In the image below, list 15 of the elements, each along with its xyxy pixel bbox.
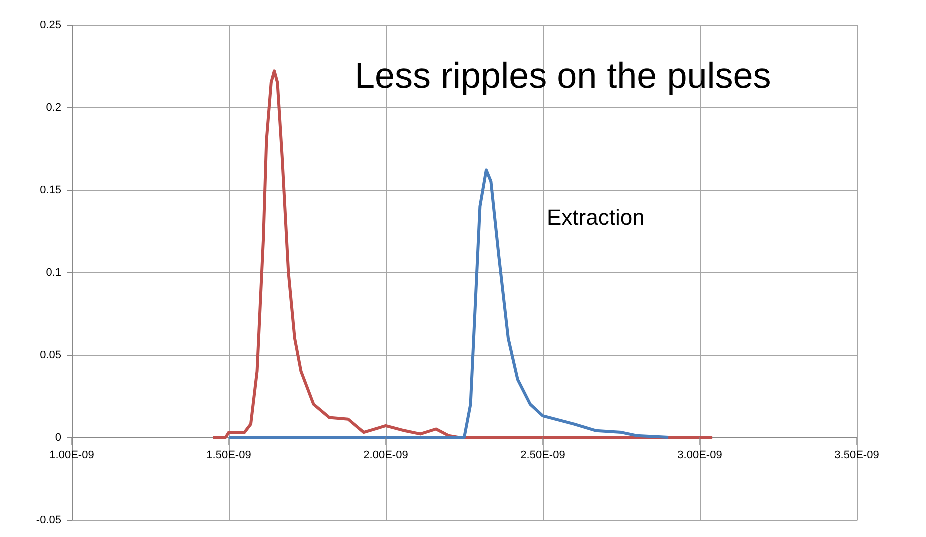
annotation: Extraction [547,205,645,230]
y-tick-label: 0.15 [40,184,62,196]
annotation: Less ripples on the pulses [355,55,772,96]
y-tick-label: 0 [55,432,62,444]
y-tick-label: 0.2 [46,102,62,114]
x-tick-label: 2.50E-09 [520,450,566,462]
y-tick-label: -0.05 [36,514,62,526]
x-tick-label: 1.00E-09 [50,450,94,462]
y-tick-label: 0.05 [40,350,62,362]
x-tick-label: 1.50E-09 [206,450,252,462]
y-tick-label: 0.1 [46,267,62,279]
x-tick-label: 3.50E-09 [834,450,880,462]
y-tick-label: 0.25 [40,20,62,32]
x-tick-label: 3.00E-09 [678,450,722,462]
x-tick-label: 2.00E-09 [364,450,408,462]
